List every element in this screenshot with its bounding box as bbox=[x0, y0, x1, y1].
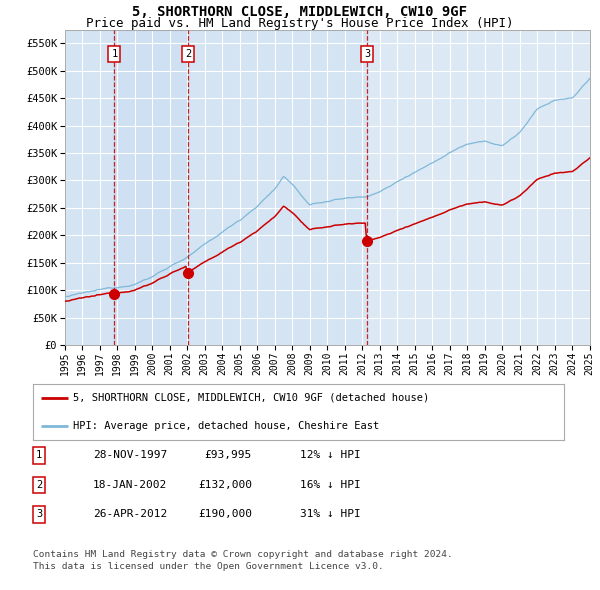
Text: 28-NOV-1997: 28-NOV-1997 bbox=[93, 451, 167, 460]
Text: £132,000: £132,000 bbox=[198, 480, 252, 490]
Text: 2: 2 bbox=[36, 480, 42, 490]
Text: £190,000: £190,000 bbox=[198, 510, 252, 519]
Text: 1: 1 bbox=[36, 451, 42, 460]
Text: £93,995: £93,995 bbox=[205, 451, 252, 460]
Text: 1: 1 bbox=[111, 49, 118, 59]
Text: Contains HM Land Registry data © Crown copyright and database right 2024.: Contains HM Land Registry data © Crown c… bbox=[33, 550, 453, 559]
Text: 5, SHORTHORN CLOSE, MIDDLEWICH, CW10 9GF: 5, SHORTHORN CLOSE, MIDDLEWICH, CW10 9GF bbox=[133, 5, 467, 19]
Bar bbox=[65, 30, 115, 345]
Text: 3: 3 bbox=[364, 49, 371, 59]
Text: This data is licensed under the Open Government Licence v3.0.: This data is licensed under the Open Gov… bbox=[33, 562, 384, 571]
Text: 5, SHORTHORN CLOSE, MIDDLEWICH, CW10 9GF (detached house): 5, SHORTHORN CLOSE, MIDDLEWICH, CW10 9GF… bbox=[73, 392, 429, 402]
Text: HPI: Average price, detached house, Cheshire East: HPI: Average price, detached house, Ches… bbox=[73, 421, 379, 431]
Text: Price paid vs. HM Land Registry's House Price Index (HPI): Price paid vs. HM Land Registry's House … bbox=[86, 17, 514, 30]
Bar bbox=[115, 30, 188, 345]
Text: 12% ↓ HPI: 12% ↓ HPI bbox=[300, 451, 361, 460]
Text: 16% ↓ HPI: 16% ↓ HPI bbox=[300, 480, 361, 490]
Text: 2: 2 bbox=[185, 49, 191, 59]
Text: 3: 3 bbox=[36, 510, 42, 519]
Text: 31% ↓ HPI: 31% ↓ HPI bbox=[300, 510, 361, 519]
Text: 18-JAN-2002: 18-JAN-2002 bbox=[93, 480, 167, 490]
Bar bbox=[188, 30, 367, 345]
Text: 26-APR-2012: 26-APR-2012 bbox=[93, 510, 167, 519]
